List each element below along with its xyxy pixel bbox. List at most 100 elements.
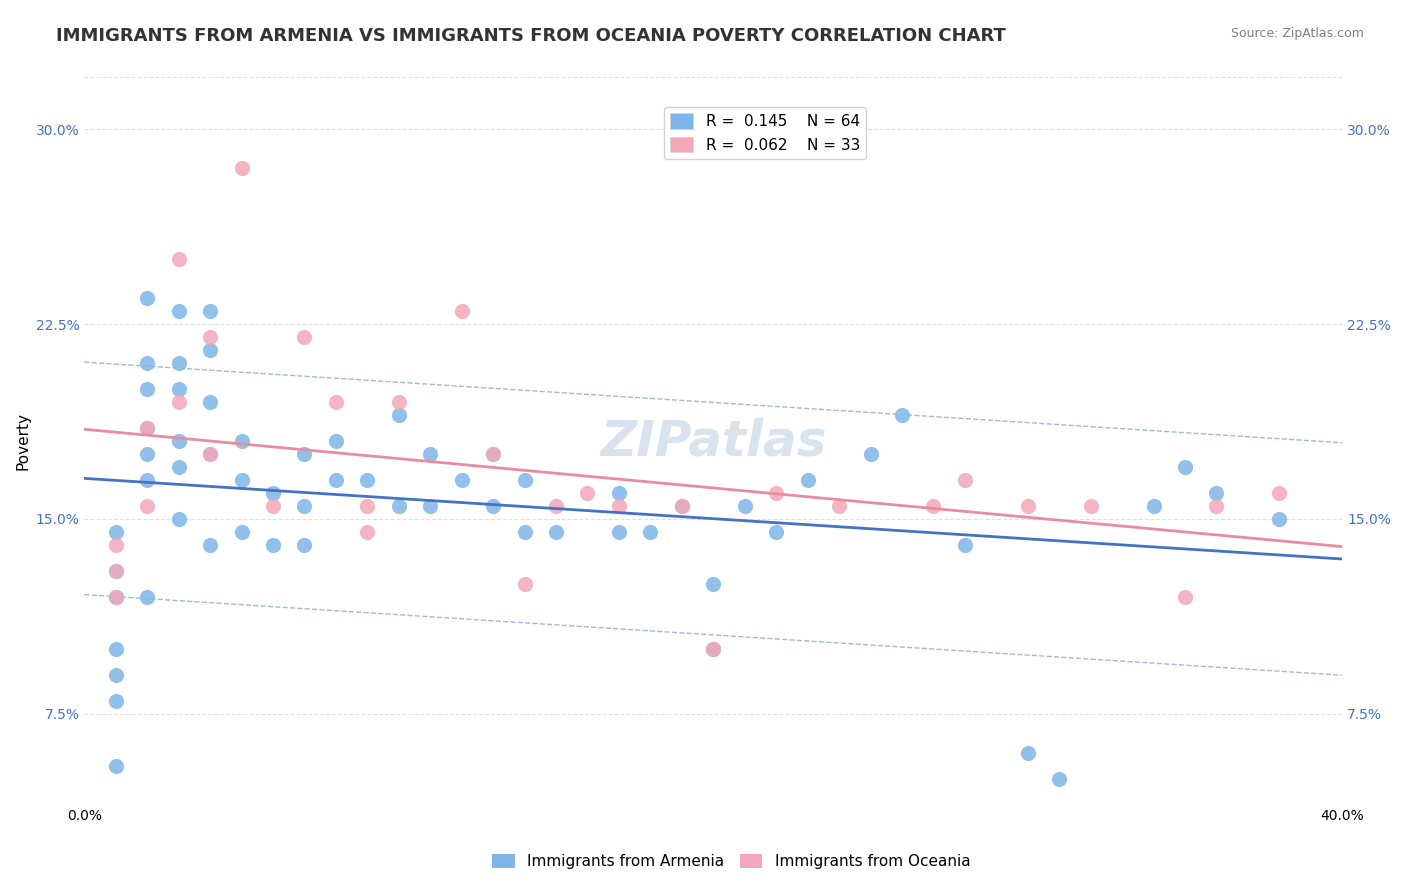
Point [607,486,630,500]
Point [702,641,724,656]
Point [198,330,221,344]
Point [388,408,411,422]
Point [231,161,253,176]
Text: Source: ZipAtlas.com: Source: ZipAtlas.com [1230,27,1364,40]
Point [513,473,536,487]
Point [388,499,411,513]
Point [104,524,127,539]
Point [544,499,567,513]
Point [167,434,190,448]
Point [198,538,221,552]
Point [262,538,284,552]
Legend: Immigrants from Armenia, Immigrants from Oceania: Immigrants from Armenia, Immigrants from… [486,848,976,875]
Point [136,473,159,487]
Point [765,486,787,500]
Point [796,473,818,487]
Point [136,421,159,435]
Point [1047,772,1070,786]
Point [1268,486,1291,500]
Point [104,667,127,681]
Point [104,564,127,578]
Point [231,434,253,448]
Point [104,758,127,772]
Point [765,524,787,539]
Point [356,524,378,539]
Point [922,499,945,513]
Point [671,499,693,513]
Point [167,356,190,370]
Point [482,447,505,461]
Point [953,538,976,552]
Point [136,382,159,396]
Point [734,499,756,513]
Point [450,473,472,487]
Point [419,499,441,513]
Point [294,499,316,513]
Point [198,395,221,409]
Point [104,590,127,604]
Point [294,447,316,461]
Point [104,641,127,656]
Point [513,524,536,539]
Point [356,473,378,487]
Point [450,304,472,318]
Point [576,486,599,500]
Point [1174,460,1197,475]
Point [671,499,693,513]
Point [167,460,190,475]
Point [198,447,221,461]
Point [1268,512,1291,526]
Point [104,538,127,552]
Point [136,447,159,461]
Point [544,524,567,539]
Point [640,524,662,539]
Point [356,499,378,513]
Point [607,499,630,513]
Point [104,564,127,578]
Point [1080,499,1102,513]
Point [294,330,316,344]
Text: IMMIGRANTS FROM ARMENIA VS IMMIGRANTS FROM OCEANIA POVERTY CORRELATION CHART: IMMIGRANTS FROM ARMENIA VS IMMIGRANTS FR… [56,27,1007,45]
Point [607,524,630,539]
Point [104,694,127,708]
Point [482,447,505,461]
Point [828,499,851,513]
Point [325,434,347,448]
Point [167,382,190,396]
Point [231,473,253,487]
Point [262,486,284,500]
Point [482,499,505,513]
Point [198,343,221,358]
Point [167,252,190,267]
Point [419,447,441,461]
Point [1142,499,1164,513]
Point [325,395,347,409]
Point [891,408,914,422]
Point [1017,499,1039,513]
Text: ZIPatlas: ZIPatlas [600,417,827,465]
Point [1205,486,1227,500]
Point [1174,590,1197,604]
Point [167,512,190,526]
Point [325,473,347,487]
Point [136,291,159,305]
Y-axis label: Poverty: Poverty [15,412,30,470]
Point [136,499,159,513]
Point [104,590,127,604]
Point [702,577,724,591]
Point [262,499,284,513]
Point [136,421,159,435]
Point [294,538,316,552]
Point [198,304,221,318]
Point [136,590,159,604]
Point [702,641,724,656]
Point [513,577,536,591]
Point [136,356,159,370]
Point [1205,499,1227,513]
Point [953,473,976,487]
Point [859,447,882,461]
Point [167,395,190,409]
Legend: R =  0.145    N = 64, R =  0.062    N = 33: R = 0.145 N = 64, R = 0.062 N = 33 [664,107,866,159]
Point [1017,746,1039,760]
Point [231,524,253,539]
